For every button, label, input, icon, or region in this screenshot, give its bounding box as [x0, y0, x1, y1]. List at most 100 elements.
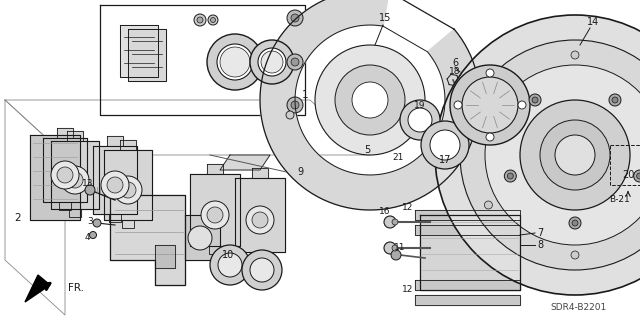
Text: 12: 12 — [403, 286, 413, 294]
Circle shape — [101, 171, 129, 199]
Circle shape — [252, 212, 268, 228]
Circle shape — [201, 201, 229, 229]
Circle shape — [246, 206, 274, 234]
Polygon shape — [5, 100, 370, 155]
Circle shape — [569, 217, 581, 229]
Circle shape — [210, 245, 250, 285]
Circle shape — [637, 173, 640, 179]
Polygon shape — [57, 128, 73, 138]
Circle shape — [384, 216, 396, 228]
Polygon shape — [30, 135, 80, 220]
Circle shape — [529, 94, 541, 106]
Circle shape — [208, 15, 218, 25]
Text: 16: 16 — [380, 207, 391, 217]
Circle shape — [486, 69, 494, 77]
Circle shape — [504, 170, 516, 182]
Text: 11: 11 — [394, 243, 406, 253]
Circle shape — [485, 65, 640, 245]
Polygon shape — [120, 140, 136, 150]
Circle shape — [207, 34, 263, 90]
Circle shape — [291, 101, 299, 109]
Text: 8: 8 — [537, 240, 543, 250]
Circle shape — [540, 120, 610, 190]
Circle shape — [242, 250, 282, 290]
Polygon shape — [43, 138, 87, 202]
Circle shape — [220, 47, 250, 77]
Circle shape — [335, 65, 405, 135]
Circle shape — [287, 54, 303, 70]
Polygon shape — [107, 136, 123, 146]
Circle shape — [484, 101, 492, 109]
Text: 19: 19 — [414, 100, 426, 109]
Text: 14: 14 — [587, 17, 599, 27]
Polygon shape — [220, 155, 270, 170]
Circle shape — [291, 58, 299, 66]
Circle shape — [114, 176, 142, 204]
Circle shape — [218, 253, 242, 277]
Circle shape — [107, 177, 123, 193]
Text: SDR4-B2201: SDR4-B2201 — [550, 303, 606, 313]
Polygon shape — [104, 150, 152, 220]
Text: 13: 13 — [83, 179, 93, 188]
Polygon shape — [207, 164, 223, 174]
Circle shape — [392, 219, 398, 225]
Polygon shape — [128, 29, 166, 81]
Text: 18: 18 — [449, 68, 461, 77]
Polygon shape — [25, 275, 50, 302]
Text: 2: 2 — [15, 213, 21, 223]
Circle shape — [520, 100, 630, 210]
Circle shape — [250, 258, 274, 282]
Circle shape — [258, 48, 286, 76]
Polygon shape — [190, 174, 240, 246]
Polygon shape — [59, 202, 71, 210]
Circle shape — [435, 15, 640, 295]
Polygon shape — [415, 225, 520, 235]
Circle shape — [120, 182, 136, 198]
Circle shape — [450, 65, 530, 145]
Circle shape — [484, 201, 492, 209]
Circle shape — [194, 14, 206, 26]
Circle shape — [61, 166, 89, 194]
Circle shape — [555, 135, 595, 175]
Text: 1: 1 — [301, 90, 308, 100]
Circle shape — [408, 108, 432, 132]
Circle shape — [518, 101, 526, 109]
Circle shape — [460, 40, 640, 270]
Polygon shape — [122, 220, 134, 228]
Polygon shape — [209, 246, 221, 254]
Circle shape — [384, 242, 396, 254]
Polygon shape — [254, 252, 266, 260]
Circle shape — [188, 226, 212, 250]
Circle shape — [571, 51, 579, 59]
Circle shape — [400, 100, 440, 140]
Circle shape — [51, 161, 79, 189]
Circle shape — [391, 250, 401, 260]
Polygon shape — [185, 215, 220, 260]
Circle shape — [508, 173, 513, 179]
Circle shape — [207, 207, 223, 223]
Polygon shape — [120, 25, 158, 77]
Polygon shape — [420, 215, 520, 290]
Polygon shape — [252, 168, 268, 178]
Polygon shape — [0, 0, 315, 319]
Polygon shape — [415, 295, 520, 305]
Polygon shape — [5, 100, 65, 315]
Circle shape — [287, 97, 303, 113]
Circle shape — [291, 14, 299, 22]
Circle shape — [609, 94, 621, 106]
Circle shape — [287, 10, 303, 26]
Circle shape — [392, 245, 398, 251]
Polygon shape — [67, 131, 83, 141]
Polygon shape — [415, 210, 520, 220]
Circle shape — [211, 18, 216, 23]
Text: 12: 12 — [403, 204, 413, 212]
Circle shape — [57, 167, 73, 183]
Text: 5: 5 — [364, 145, 370, 155]
Circle shape — [532, 97, 538, 103]
Text: 10: 10 — [222, 250, 234, 260]
Circle shape — [430, 130, 460, 160]
Circle shape — [93, 219, 101, 227]
Text: 20: 20 — [622, 170, 634, 180]
Text: FR.: FR. — [68, 283, 84, 293]
Polygon shape — [235, 178, 285, 252]
